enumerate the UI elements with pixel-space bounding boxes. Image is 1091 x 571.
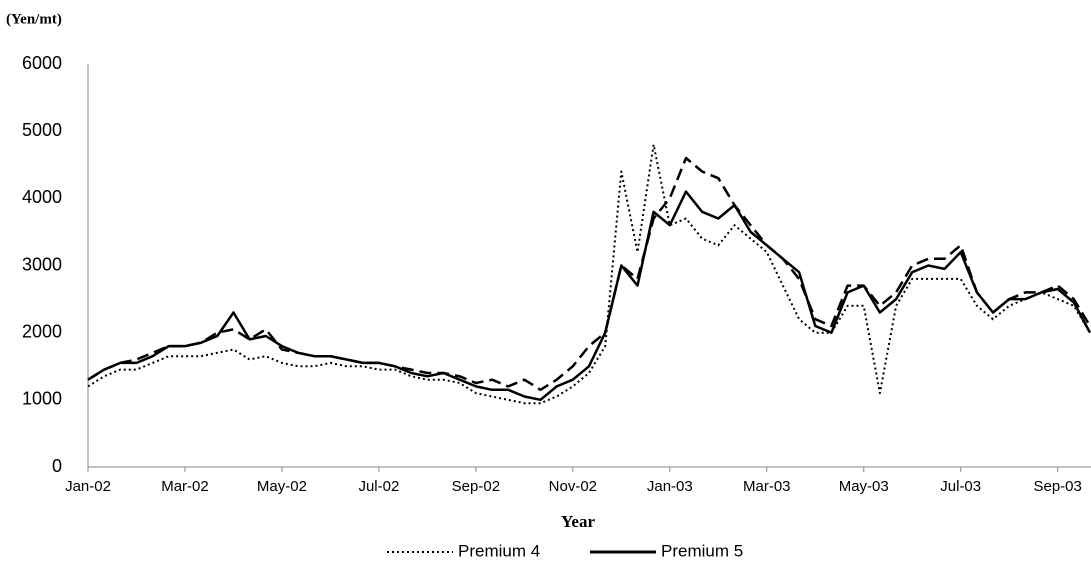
x-tick-label: Jan-02 bbox=[65, 478, 111, 495]
y-tick-label: 5000 bbox=[22, 120, 62, 140]
x-tick-label: Jul-03 bbox=[940, 478, 981, 495]
legend-label: Premium 4 bbox=[458, 541, 540, 560]
x-axis-title: Year bbox=[561, 512, 595, 531]
x-tick-label: Jan-03 bbox=[647, 478, 693, 495]
x-tick-label: May-02 bbox=[257, 478, 307, 495]
series-line bbox=[87, 156, 1091, 392]
y-tick-label: 0 bbox=[52, 456, 62, 476]
series-line bbox=[87, 190, 1091, 402]
y-unit-label: (Yen/mt) bbox=[6, 11, 62, 27]
x-tick-label: Sep-02 bbox=[452, 478, 500, 495]
x-tick-label: Sep-03 bbox=[1033, 478, 1081, 495]
y-tick-label: 3000 bbox=[22, 254, 62, 274]
series-line bbox=[87, 143, 1091, 405]
y-tick-label: 4000 bbox=[22, 187, 62, 207]
y-tick-label: 6000 bbox=[22, 53, 62, 73]
y-tick-label: 1000 bbox=[22, 389, 62, 409]
x-tick-label: Jul-02 bbox=[358, 478, 399, 495]
legend-label: Premium 5 bbox=[661, 541, 743, 560]
y-tick-label: 2000 bbox=[22, 321, 62, 341]
x-tick-label: Mar-02 bbox=[161, 478, 209, 495]
x-tick-label: Nov-02 bbox=[549, 478, 597, 495]
x-tick-label: May-03 bbox=[839, 478, 889, 495]
x-tick-label: Mar-03 bbox=[743, 478, 791, 495]
